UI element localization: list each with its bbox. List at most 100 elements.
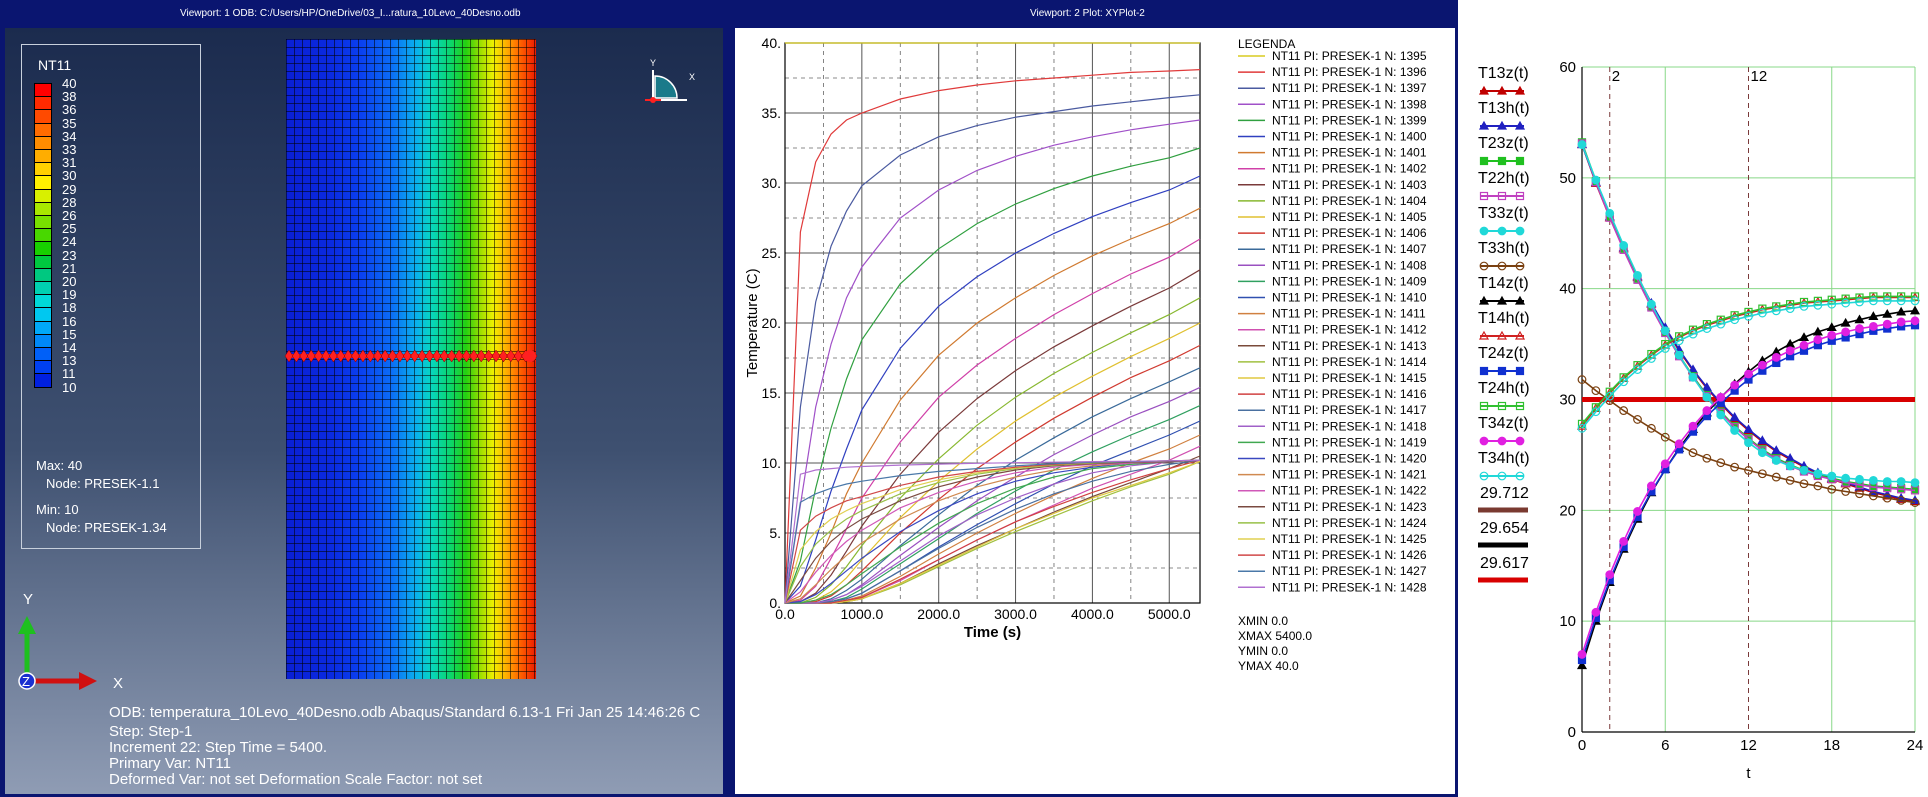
legend-level-label: 35 — [62, 115, 77, 131]
x-tick-label: 0.0 — [775, 606, 795, 622]
triad-x-label: X — [113, 675, 123, 692]
legend-swatch — [34, 373, 52, 388]
small-triad-y: Y — [650, 58, 656, 68]
path-node-marker — [439, 349, 449, 363]
plot-stat: YMAX 40.0 — [1238, 659, 1299, 673]
right-legend-label: T23z(t) — [1478, 135, 1529, 152]
small-triad-x: X — [689, 72, 695, 82]
primary-var-info: Primary Var: NT11 — [109, 755, 231, 772]
series-marker — [1910, 292, 1920, 301]
series-marker — [1515, 191, 1525, 201]
path-node-marker — [417, 349, 427, 363]
series-marker — [1674, 336, 1684, 346]
right-x-tick-label: 12 — [1740, 737, 1757, 754]
right-legend-label: T33h(t) — [1478, 240, 1530, 257]
series-marker — [1744, 307, 1753, 317]
series-marker — [1716, 392, 1726, 402]
series-marker — [1882, 493, 1892, 503]
legend-level-label: 28 — [62, 194, 77, 210]
path-node-marker — [432, 349, 442, 363]
series-marker — [1771, 306, 1781, 316]
right-x-tick-label: 18 — [1823, 737, 1840, 754]
series-marker — [1479, 191, 1489, 201]
right-series — [1577, 296, 1920, 433]
series-line — [784, 147, 1201, 604]
y-tick-label: 0. — [769, 595, 781, 611]
series-marker — [1497, 436, 1507, 446]
legend-entry: NT11 PI: PRESEK-1 N: 1411 — [1272, 307, 1426, 321]
series-marker — [1744, 311, 1753, 321]
right-legend-swatch — [1478, 330, 1526, 340]
series-marker — [1646, 354, 1656, 363]
series-marker — [1605, 570, 1615, 580]
path-node-marker — [513, 349, 523, 363]
series-marker — [1716, 319, 1726, 329]
y-tick-label: 10. — [762, 455, 781, 471]
series-marker — [1798, 332, 1810, 342]
series-marker — [1577, 140, 1587, 149]
series-line — [784, 459, 1201, 604]
series-marker — [1785, 304, 1795, 314]
series-marker — [1591, 386, 1601, 396]
xy-plot[interactable]: 0.0 1000.0 2000.0 3000.0 4000.0 5000.0 0. 5. 10.… — [735, 28, 1455, 794]
x-axis-label: Time (s) — [964, 624, 1021, 641]
series-marker — [1868, 296, 1878, 306]
path-node-marker — [299, 349, 309, 363]
series-line — [785, 405, 1201, 604]
series-marker — [1744, 438, 1753, 448]
series-marker — [1497, 226, 1507, 236]
legend-entry: NT11 PI: PRESEK-1 N: 1406 — [1272, 226, 1427, 240]
series-marker — [1813, 481, 1823, 491]
right-legend-label: T13z(t) — [1478, 65, 1529, 82]
series-marker — [1688, 329, 1698, 339]
x-tick-label: 5000.0 — [1148, 606, 1191, 622]
series-marker — [1841, 473, 1851, 483]
series-marker — [1479, 366, 1489, 376]
series-marker — [1702, 324, 1712, 333]
series-marker — [1896, 296, 1906, 306]
right-y-tick-label: 50 — [1559, 170, 1576, 187]
series-marker — [1646, 481, 1656, 491]
right-legend-label: T33z(t) — [1478, 205, 1529, 222]
viewport-2[interactable]: 0.0 1000.0 2000.0 3000.0 4000.0 5000.0 0. 5. 10.… — [735, 28, 1455, 794]
series-marker — [1497, 471, 1507, 481]
series-marker — [1515, 226, 1525, 236]
path-node-marker — [321, 349, 331, 363]
series-marker — [1730, 462, 1740, 472]
viewport-1[interactable]: NT11 40 38 36 35 34 33 31 30 29 28 26 25 24 23 21 20 19 1… — [5, 28, 723, 794]
path-node-markers[interactable] — [284, 349, 538, 363]
series-marker — [1896, 477, 1906, 486]
right-legend-swatch — [1478, 295, 1526, 305]
series-marker — [1646, 299, 1656, 309]
series-marker — [1882, 477, 1892, 486]
series-marker — [1702, 320, 1711, 329]
plot-stat: XMAX 5400.0 — [1238, 629, 1312, 643]
series-marker — [1479, 226, 1489, 236]
right-legend-swatch — [1478, 120, 1526, 130]
legend-entry: NT11 PI: PRESEK-1 N: 1416 — [1272, 387, 1427, 401]
series-marker — [1757, 435, 1768, 445]
legend-entry: NT11 PI: PRESEK-1 N: 1402 — [1272, 162, 1427, 176]
series-marker — [1633, 270, 1642, 280]
time-response-plot[interactable]: 2 12 0 6 12 18 24 0 10 20 30 40 50 60 t T13z(t) T13h(t) T… — [1468, 0, 1928, 797]
series-marker — [1497, 366, 1507, 376]
y-tick-label: 35. — [762, 105, 781, 121]
right-legend-swatch — [1479, 156, 1525, 166]
series-line — [785, 322, 1201, 604]
series-marker — [1841, 298, 1851, 308]
right-y-tick-label: 30 — [1559, 392, 1576, 409]
series-marker — [1515, 261, 1525, 271]
y-tick-label: 25. — [762, 245, 781, 261]
series-marker — [1744, 466, 1753, 475]
path-node-marker — [403, 349, 412, 363]
y-tick-label: 30. — [762, 175, 781, 191]
legend-entry: NT11 PI: PRESEK-1 N: 1398 — [1272, 97, 1427, 111]
series-marker — [1591, 607, 1601, 617]
series-line — [784, 269, 1201, 604]
legend-entry: NT11 PI: PRESEK-1 N: 1419 — [1272, 435, 1427, 449]
right-legend-swatch — [1479, 366, 1525, 376]
path-node-marker — [499, 349, 508, 363]
series-line — [785, 459, 1201, 604]
right-x-tick-label: 0 — [1578, 737, 1586, 754]
series-marker — [1716, 315, 1725, 324]
